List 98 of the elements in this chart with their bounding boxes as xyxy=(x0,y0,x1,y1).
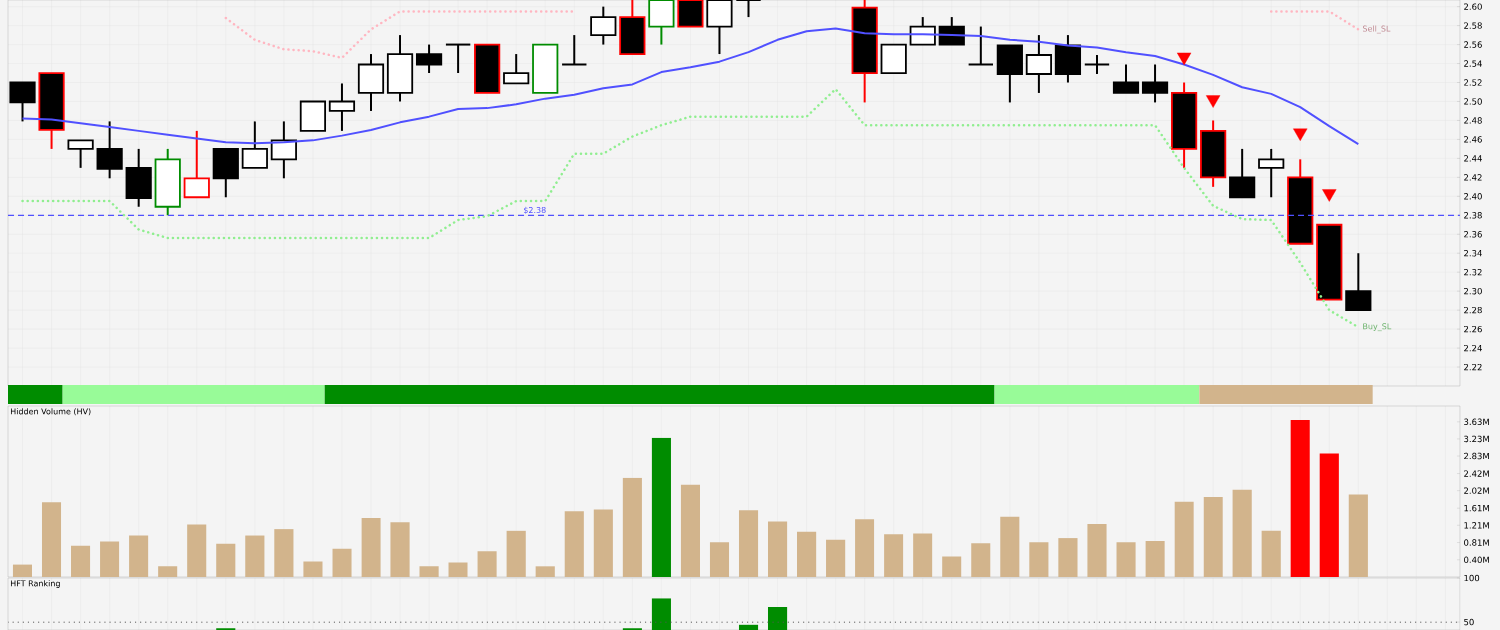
y-tick-label: 1.61M xyxy=(1464,504,1489,512)
y-tick-label: 2.52 xyxy=(1464,79,1482,86)
bar xyxy=(1199,385,1373,404)
series-label: Buy_SL xyxy=(1363,323,1392,332)
y-tick-label: 2.48 xyxy=(1464,117,1482,124)
bar xyxy=(797,531,817,577)
bar xyxy=(158,566,178,577)
y-tick-label: 2.38 xyxy=(1464,212,1482,219)
bar xyxy=(884,534,904,577)
bar xyxy=(1348,494,1368,577)
bar xyxy=(994,385,1200,404)
point xyxy=(1293,128,1308,141)
candlestick xyxy=(561,34,588,66)
bar xyxy=(1116,542,1136,577)
y-tick-label: 2.42M xyxy=(1464,470,1489,477)
y-tick-label: 2.34 xyxy=(1464,250,1482,257)
bar xyxy=(1058,538,1078,577)
bar xyxy=(564,511,584,577)
bar xyxy=(187,524,207,577)
bar xyxy=(1174,501,1194,577)
bar xyxy=(535,566,555,577)
bar xyxy=(216,543,236,577)
point xyxy=(1322,189,1337,202)
bar xyxy=(971,543,991,577)
bar xyxy=(1290,420,1310,577)
y-tick-label: 2.42 xyxy=(1464,174,1482,181)
bar xyxy=(738,510,759,577)
y-tick-label: 2.83M xyxy=(1464,452,1489,460)
bar xyxy=(506,530,526,577)
bar xyxy=(100,541,120,577)
bar xyxy=(448,562,468,577)
bar xyxy=(709,542,730,577)
y-tick-label: 1.21M xyxy=(1464,522,1489,529)
candlestick xyxy=(1083,54,1111,75)
candlestick xyxy=(444,43,472,75)
y-tick-label: 2.60 xyxy=(1464,3,1482,10)
bar xyxy=(680,484,701,577)
candlestick xyxy=(967,25,995,66)
y-tick-label: 2.46 xyxy=(1464,136,1482,143)
bar xyxy=(332,548,352,577)
bar xyxy=(1087,523,1107,577)
bar xyxy=(71,545,91,577)
series-label: Sell_SL xyxy=(1362,25,1391,34)
y-tick-label: 2.22 xyxy=(1464,363,1482,371)
bar xyxy=(1232,489,1252,577)
bar xyxy=(274,529,294,577)
y-tick-label: 2.54 xyxy=(1464,60,1482,67)
y-tick-label: 2.50 xyxy=(1464,98,1482,105)
bar xyxy=(622,477,642,577)
bar xyxy=(324,385,995,404)
chart-title: Hidden Volume (HV) xyxy=(10,408,91,416)
y-tick-label: 2.24 xyxy=(1464,344,1482,352)
bar xyxy=(942,556,962,577)
y-tick-label: 0.40M xyxy=(1464,556,1489,563)
line-series xyxy=(21,27,1360,146)
bar xyxy=(62,385,325,404)
bar xyxy=(419,566,439,577)
bar xyxy=(1145,541,1165,577)
y-tick-label: 0.81M xyxy=(1464,539,1489,546)
y-tick-label: 2.56 xyxy=(1464,41,1482,48)
y-tick-label: 2.44 xyxy=(1464,155,1482,162)
y-tick-label: 3.23M xyxy=(1464,435,1489,443)
y-tick-label: 2.26 xyxy=(1464,325,1482,333)
point xyxy=(1176,52,1192,66)
bar xyxy=(129,535,149,577)
bar xyxy=(12,564,33,577)
y-tick-label: 2.32 xyxy=(1464,268,1482,276)
bar xyxy=(361,518,381,577)
bar xyxy=(593,509,613,577)
bar xyxy=(1029,542,1049,577)
y-tick-label: 3.63M xyxy=(1464,418,1489,426)
ref-line-label: $2.38 xyxy=(523,206,546,215)
y-tick-label: 2.40 xyxy=(1464,193,1482,200)
y-tick-label: 2.36 xyxy=(1464,231,1482,238)
bar xyxy=(477,551,497,577)
bar xyxy=(1203,497,1223,577)
point xyxy=(1206,95,1221,108)
bar xyxy=(1261,530,1281,577)
y-tick-label: 2.58 xyxy=(1464,22,1482,29)
y-tick-label: 50 xyxy=(1464,618,1474,626)
candlestick xyxy=(735,0,762,19)
y-tick-label: 2.30 xyxy=(1464,287,1482,295)
bar xyxy=(913,533,933,577)
bar xyxy=(855,519,875,577)
bar xyxy=(303,561,323,577)
chart-title: HFT Ranking xyxy=(10,580,60,588)
y-tick-label: 100 xyxy=(1464,574,1480,582)
bar xyxy=(1000,516,1020,577)
bar xyxy=(826,539,846,577)
y-tick-label: 2.28 xyxy=(1464,306,1482,314)
bar xyxy=(1319,453,1339,577)
bar xyxy=(41,502,62,577)
bar xyxy=(8,385,63,404)
y-tick-label: 2.02M xyxy=(1464,487,1489,494)
bar xyxy=(390,522,410,577)
bar xyxy=(767,521,788,577)
bar xyxy=(651,437,671,577)
bar xyxy=(245,535,265,577)
